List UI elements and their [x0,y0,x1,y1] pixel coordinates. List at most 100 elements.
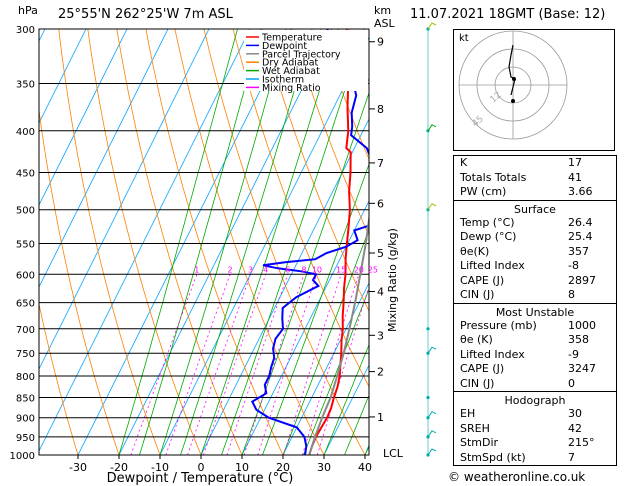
mu-row: CIN (J) 0 [454,377,616,392]
surface-label: Temp (°C) [460,215,515,229]
km-tick-label: 9 [377,36,384,49]
mixing-ratio-label: 6 [285,265,290,274]
wind-barb [427,448,437,456]
km-tick-label: 8 [377,103,384,116]
temperature-line [308,29,352,455]
wind-barb [427,22,437,30]
pressure-tick-label: 750 [16,349,35,360]
wind-barb [427,346,437,354]
pressure-tick-label: 650 [16,299,35,310]
km-tick-label: 2 [377,366,384,379]
pressure-tick-label: 950 [16,433,35,444]
hodo-value: 7 [568,450,575,464]
legend-label: Dry Adiabat [262,58,319,69]
legend-label: Wet Adiabat [262,66,320,77]
hodograph-point [512,77,516,81]
surface-label: θe(K) [460,244,490,258]
mixing-ratio-label: 1 [194,265,199,274]
mu-label: CIN (J) [460,376,495,390]
index-value: 41 [568,170,582,184]
wind-barb [427,411,437,418]
x-tick-label: 0 [198,461,205,474]
surface-value: 357 [568,244,589,258]
hpa-axis-title: hPa [18,4,38,17]
legend-label: Dewpoint [262,41,307,52]
isotherm-line [77,29,292,455]
km-tick-label: 5 [377,247,384,260]
km-tick-label: 7 [377,157,384,170]
pressure-tick-label: 850 [16,393,35,404]
surface-row: Dewp (°C) 25.4 [454,230,616,245]
mu-row: θe (K) 358 [454,333,616,348]
surface-title: Surface [514,202,556,216]
surface-value: 2897 [568,273,596,287]
most-unstable-title: Most Unstable [495,305,575,319]
x-tick-label: -20 [110,461,128,474]
indices-table: K 17 Totals Totals 41 PW (cm) 3.66 Surface … [453,155,617,466]
asl-axis-title: ASL [374,17,395,30]
km-tick-label: 6 [377,197,384,210]
x-tick-label: -30 [69,461,87,474]
wind-barb [427,430,437,438]
mixing-ratio-line [243,274,305,455]
most-unstable-section: Most Unstable Pressure (mb) 1000 θe (K) 35… [454,302,616,392]
mixing-ratio-label: 3 [248,265,253,274]
hodo-value: 215° [568,436,595,449]
index-label: Totals Totals [460,170,527,184]
hodo-label: EH [460,407,476,420]
pressure-tick-label: 450 [16,168,35,179]
mixing-ratio-line [203,274,267,455]
surface-label: CAPE (J) [460,273,505,287]
mu-label: CAPE (J) [460,362,505,375]
index-row: Totals Totals 41 [454,171,616,186]
mixing-ratio-line [187,274,251,455]
isotherm-line [200,118,369,455]
hodo-value: 42 [568,421,582,435]
wind-barb [427,203,437,211]
surface-label: CIN (J) [460,288,495,301]
lcl-label: LCL [383,447,404,460]
hodo-row: StmSpd (kt) 7 [454,451,616,466]
surface-row: CAPE (J) 2897 [454,274,616,289]
pressure-tick-label: 550 [16,239,35,250]
mu-label: θe (K) [460,333,493,346]
hodograph-trace [508,44,516,96]
index-row: PW (cm) 3.66 [454,185,616,200]
mixing-ratio-label: 20 [354,265,364,274]
mixing-ratio-line [165,274,231,455]
pressure-tick-label: 700 [16,325,35,336]
isotherm-line [282,282,369,455]
surface-value: 8 [568,288,575,301]
isotherm-line [39,29,128,206]
km-tick-label: 1 [377,411,384,424]
index-label: PW (cm) [460,185,507,198]
x-tick-label: 10 [235,461,249,474]
mixing-ratio-line [316,285,369,455]
pressure-tick-label: 350 [16,80,35,91]
mu-row: Pressure (mb) 1000 [454,319,616,334]
hodo-row: StmDir 215° [454,436,616,451]
mu-value: -9 [568,347,579,361]
surface-row: CIN (J) 8 [454,288,616,303]
station-location: 25°55'N 262°25'W 7m ASL [58,7,233,22]
mixing-ratio-line [302,274,360,455]
hodograph: kt 12 45 [453,29,615,151]
mixing-ratio-line [283,274,342,455]
pressure-tick-label: 1000 [10,451,35,462]
surface-label: Lifted Index [460,259,525,272]
legend-box [244,30,368,91]
x-tick-label: -10 [151,461,169,474]
wet-adiabat-line [344,394,369,455]
mixing-ratio-label: 4 [263,265,268,274]
hodo-row: EH 30 [454,407,616,422]
surface-row: Lifted Index -8 [454,259,616,274]
legend-label: Mixing Ratio [262,83,321,94]
isotherm-line [241,200,369,455]
dry-adiabat-line [39,302,79,455]
mixing-ratio-axis-title: Mixing Ratio (g/kg) [386,228,399,332]
isotherm-line [39,29,251,452]
pressure-tick-label: 500 [16,206,35,217]
surface-row: θe(K) 357 [454,245,616,260]
hodo-value: 30 [568,407,582,420]
isotherm-line [323,364,369,455]
